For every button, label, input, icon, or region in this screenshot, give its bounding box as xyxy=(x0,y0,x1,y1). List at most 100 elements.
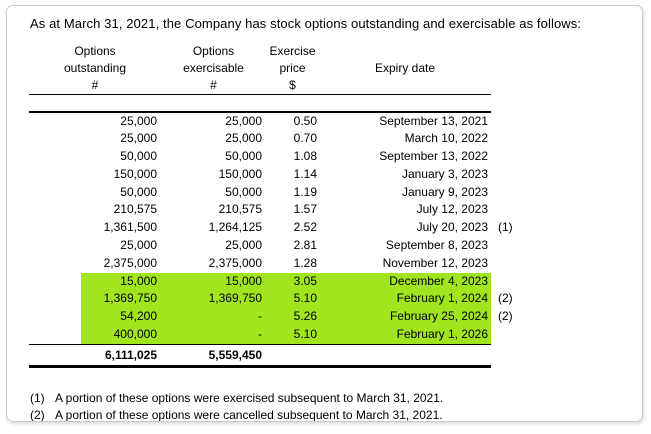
cell-options-exercisable: - xyxy=(161,326,266,345)
totals-row: 6,111,025 5,559,450 xyxy=(29,344,533,368)
table-row: 25,000 25,000 2.81 September 8, 2023 xyxy=(29,237,533,255)
cell-expiry-date: February 1, 2024 xyxy=(319,290,491,309)
cell-exercise-price: 3.05 xyxy=(266,272,319,291)
col-header-expiry-line1 xyxy=(319,43,491,60)
footnote-1-ref: (1) xyxy=(30,390,45,405)
cell-options-exercisable: 25,000 xyxy=(225,131,262,146)
stock-options-table: Options Options Exercise outstanding exe… xyxy=(29,43,533,368)
col-header-outstanding-line1: Options xyxy=(74,44,116,58)
cell-note xyxy=(491,255,533,273)
footnote-1-text: A portion of these options were exercise… xyxy=(55,390,444,405)
cell-expiry-date: November 12, 2023 xyxy=(382,255,488,270)
table-footer: 6,111,025 5,559,450 xyxy=(29,344,533,368)
col-header-outstanding-line2: outstanding xyxy=(63,61,127,75)
cell-options-outstanding: 50,000 xyxy=(120,184,157,199)
cell-exercise-price: 5.10 xyxy=(266,326,319,345)
unit-expiry xyxy=(319,77,491,95)
table-row: 1,361,500 1,264,125 2.52 July 20, 2023 (1) xyxy=(29,219,533,237)
cell-expiry-date: March 10, 2022 xyxy=(404,131,488,146)
footnotes: (1) A portion of these options were exer… xyxy=(30,390,642,422)
cell-exercise-price: 0.70 xyxy=(293,131,317,146)
cell-note xyxy=(491,273,533,291)
cell-options-exercisable: 150,000 xyxy=(218,166,262,181)
cell-exercise-price: 1.14 xyxy=(293,166,317,181)
cell-options-exercisable: 210,575 xyxy=(218,202,262,217)
cell-options-outstanding: 15,000 xyxy=(29,272,161,291)
table-row: 1,369,750 1,369,750 5.10 February 1, 2024 (2… xyxy=(29,290,533,309)
cell-options-exercisable: 1,264,125 xyxy=(208,220,262,235)
col-header-price-line1: Exercise xyxy=(269,44,316,58)
col-header-price-line2: price xyxy=(279,61,306,75)
cell-expiry-date: July 20, 2023 xyxy=(416,220,488,235)
unit-exercisable: # xyxy=(210,78,217,92)
cell-options-exercisable: - xyxy=(161,308,266,327)
footnote-1: (1) A portion of these options were exer… xyxy=(30,390,642,408)
table-row: 50,000 50,000 1.19 January 9, 2023 xyxy=(29,184,533,202)
cell-options-outstanding: 2,375,000 xyxy=(103,255,157,270)
cell-note: (1) xyxy=(498,220,513,235)
header-double-rule xyxy=(29,94,533,113)
cell-options-outstanding: 54,200 xyxy=(29,308,161,327)
cell-note xyxy=(491,148,533,166)
cell-exercise-price: 1.28 xyxy=(293,255,317,270)
cell-options-outstanding: 1,369,750 xyxy=(29,290,161,309)
cell-exercise-price: 2.81 xyxy=(293,238,317,253)
cell-expiry-date: December 4, 2023 xyxy=(319,272,491,291)
cell-exercise-price: 5.10 xyxy=(266,290,319,309)
footnote-2: (2) A portion of these options were canc… xyxy=(30,407,642,422)
cell-options-outstanding: 400,000 xyxy=(29,326,161,345)
cell-options-exercisable: 50,000 xyxy=(225,149,262,164)
col-header-exercisable-line2: exercisable xyxy=(183,61,244,75)
col-header-expiry-line2: Expiry date xyxy=(374,61,436,75)
col-header-exercisable-line1: Options xyxy=(192,44,235,58)
header-line-2: outstanding exercisable price Expiry dat… xyxy=(29,60,533,77)
cell-options-outstanding: 50,000 xyxy=(120,149,157,164)
table-row: 210,575 210,575 1.57 July 12, 2023 xyxy=(29,201,533,219)
page-title: As at March 31, 2021, the Company has st… xyxy=(30,16,582,31)
cell-exercise-price: 1.57 xyxy=(293,202,317,217)
cell-options-outstanding: 1,361,500 xyxy=(103,220,157,235)
cell-expiry-date: September 13, 2021 xyxy=(379,113,488,128)
table-row: 2,375,000 2,375,000 1.28 November 12, 2023 xyxy=(29,255,533,273)
cell-expiry-date: September 13, 2022 xyxy=(379,149,488,164)
table-body: 25,000 25,000 0.50 September 13, 2021 25,000… xyxy=(29,112,533,345)
cell-options-outstanding: 25,000 xyxy=(120,113,157,128)
cell-exercise-price: 1.19 xyxy=(293,184,317,199)
cell-options-exercisable: 15,000 xyxy=(161,272,266,291)
cell-note xyxy=(491,201,533,219)
cell-expiry-date: February 25, 2024 xyxy=(319,308,491,327)
cell-exercise-price: 0.50 xyxy=(293,113,317,128)
cell-exercise-price: 5.26 xyxy=(266,308,319,327)
header-units-row: # # $ xyxy=(29,77,533,95)
total-options-exercisable: 5,559,450 xyxy=(161,344,266,368)
cell-expiry-date: January 3, 2023 xyxy=(401,166,488,181)
unit-outstanding: # xyxy=(91,78,99,92)
document-card: As at March 31, 2021, the Company has st… xyxy=(6,5,643,422)
unit-price: $ xyxy=(289,78,296,92)
cell-note: (2) xyxy=(498,309,513,324)
cell-note xyxy=(491,130,533,148)
cell-options-outstanding: 25,000 xyxy=(120,131,157,146)
cell-expiry-date: February 1, 2026 xyxy=(319,326,491,345)
cell-expiry-date: January 9, 2023 xyxy=(401,184,488,199)
cell-note xyxy=(491,112,533,131)
table-row: 50,000 50,000 1.08 September 13, 2022 xyxy=(29,148,533,166)
table-row: 150,000 150,000 1.14 January 3, 2023 xyxy=(29,166,533,184)
cell-expiry-date: July 12, 2023 xyxy=(416,202,488,217)
footnote-2-text: A portion of these options were cancelle… xyxy=(55,408,443,422)
cell-options-outstanding: 150,000 xyxy=(113,166,157,181)
cell-expiry-date: September 8, 2023 xyxy=(385,238,488,253)
table-header: Options Options Exercise outstanding exe… xyxy=(29,43,533,113)
cell-options-exercisable: 50,000 xyxy=(225,184,262,199)
table-row: 25,000 25,000 0.50 September 13, 2021 xyxy=(29,112,533,131)
cell-exercise-price: 1.08 xyxy=(293,149,317,164)
cell-options-exercisable: 25,000 xyxy=(225,113,262,128)
cell-options-outstanding: 210,575 xyxy=(113,202,157,217)
cell-note xyxy=(491,326,533,344)
cell-options-outstanding: 25,000 xyxy=(120,238,157,253)
table-row: 400,000-5.10 February 1, 2026 xyxy=(29,326,533,345)
table-row: 15,000 15,000 3.05 December 4, 2023 xyxy=(29,272,533,291)
table-row: 54,200-5.26 February 25, 2024 (2) xyxy=(29,308,533,327)
cell-note xyxy=(491,166,533,184)
footnote-2-ref: (2) xyxy=(30,408,45,422)
